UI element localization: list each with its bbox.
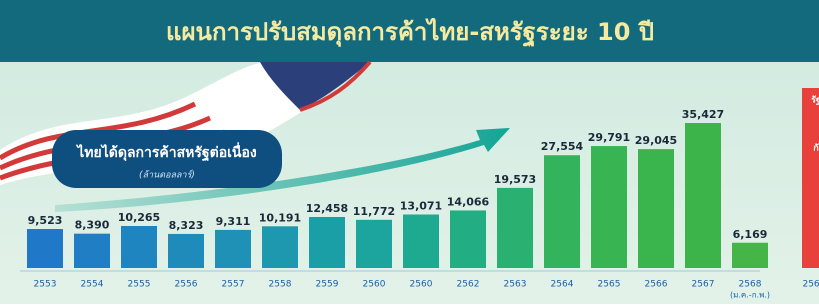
chart-title: แผนการปรับสมดุลการค้าไทย-สหรัฐระยะ 10 ปี xyxy=(166,17,654,48)
value-label: 27,554 xyxy=(541,140,584,153)
bar xyxy=(732,243,768,268)
bar xyxy=(403,215,439,268)
x-tick-label: 2556 xyxy=(175,280,198,290)
bar xyxy=(685,123,721,268)
chart: แผนการปรับสมดุลการค้าไทย-สหรัฐระยะ 10 ปี… xyxy=(0,0,819,304)
unit-label: (ล้านดอลลาร์) xyxy=(139,170,195,181)
value-label: 6,169 xyxy=(733,228,768,241)
x-tick-label: 2558 xyxy=(269,280,292,290)
x-tick-label: 2560 xyxy=(410,280,433,290)
x-tick-label: 2560 xyxy=(363,280,386,290)
x-tick-label: 2568 xyxy=(739,280,762,290)
bar xyxy=(121,226,157,268)
value-label: 14,066 xyxy=(447,195,490,208)
value-label: 12,458 xyxy=(306,202,348,215)
page: แผนการปรับสมดุลการค้าไทย-สหรัฐระยะ 10 ปี… xyxy=(0,0,819,304)
value-label: 19,573 xyxy=(494,173,536,186)
value-label: 11,772 xyxy=(353,205,395,218)
annotation-text: รัฐบาลไทย xyxy=(811,94,819,106)
value-label: 29,045 xyxy=(635,134,677,147)
bar xyxy=(544,155,580,268)
bar xyxy=(215,230,251,268)
value-label: 9,523 xyxy=(28,214,63,227)
bar xyxy=(450,210,486,268)
x-tick-label: 2568-2578 xyxy=(802,280,819,290)
annotation-text: กับสหรัฐฯ xyxy=(813,143,819,154)
value-label: 13,071 xyxy=(400,200,442,213)
x-tick-label: 2559 xyxy=(316,280,339,290)
x-tick-label: 2554 xyxy=(81,280,104,290)
x-tick-label: 2553 xyxy=(34,280,57,290)
value-label: 8,323 xyxy=(169,219,204,232)
bar xyxy=(356,220,392,268)
value-label: 29,791 xyxy=(588,131,630,144)
bar xyxy=(591,146,627,268)
x-tick-label: 2564 xyxy=(551,280,574,290)
bar xyxy=(638,149,674,268)
annotation-box xyxy=(802,88,819,268)
value-label: 9,311 xyxy=(216,215,251,228)
value-label: 10,265 xyxy=(118,211,160,224)
x-tick-label: 2562 xyxy=(457,280,480,290)
x-tick-label: 2563 xyxy=(504,280,527,290)
bar xyxy=(168,234,204,268)
value-label: 8,390 xyxy=(75,219,110,232)
bar xyxy=(262,226,298,268)
bar xyxy=(497,188,533,268)
x-tick-label: 2567 xyxy=(692,280,715,290)
bar xyxy=(309,217,345,268)
value-label: 10,191 xyxy=(259,211,301,224)
x-tick-label: 2555 xyxy=(128,280,151,290)
x-tick-label: 2565 xyxy=(598,280,621,290)
bar xyxy=(74,234,110,268)
value-label: 35,427 xyxy=(682,108,724,121)
x-tick-label: 2566 xyxy=(645,280,668,290)
x-tick-label: 2557 xyxy=(222,280,245,290)
period-note: (ม.ค.-ก.พ.) xyxy=(730,291,770,300)
subtitle: ไทยได้ดุลการค้าสหรัฐต่อเนื่อง xyxy=(75,142,257,162)
bar xyxy=(27,229,63,268)
